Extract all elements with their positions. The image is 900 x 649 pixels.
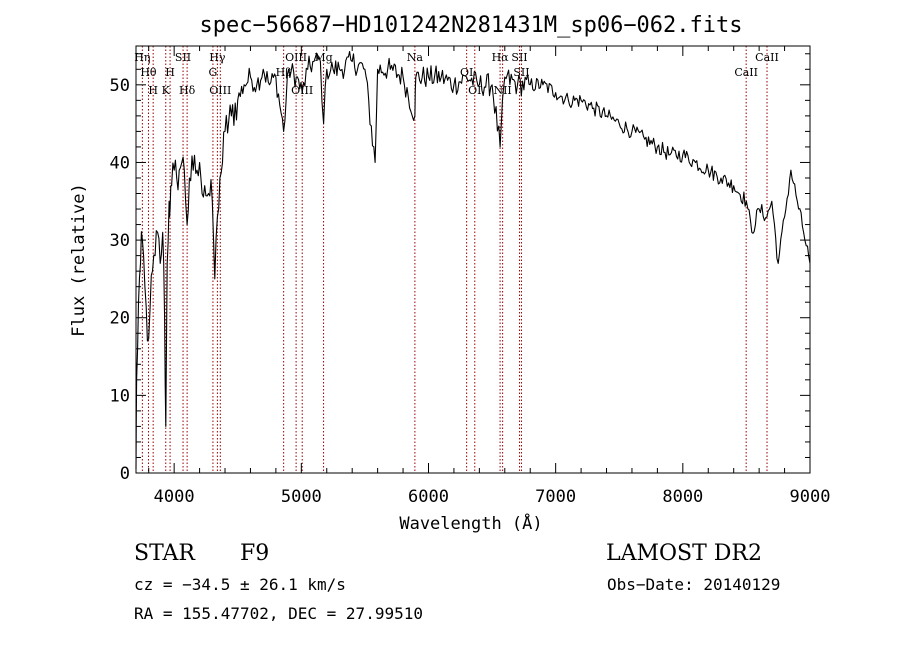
line-label-18: NII	[493, 84, 511, 97]
x-tick-label: 7000	[535, 487, 576, 507]
spectral-line-markers	[141, 46, 768, 473]
y-tick-label: 20	[110, 309, 130, 329]
object-class: STAR	[134, 541, 196, 566]
line-label-14: Na	[407, 51, 424, 64]
plot-frame	[135, 45, 811, 474]
x-tick-label: 8000	[662, 487, 703, 507]
chart-title: spec−56687−HD101242N281431M_sp06−062.fit…	[199, 13, 742, 38]
line-label-11: OIII	[285, 51, 307, 64]
x-tick-label: 6000	[408, 487, 449, 507]
redshift-readout: cz = −34.5 ± 26.1 km/s	[134, 575, 346, 594]
x-tick-label: 9000	[790, 487, 831, 507]
line-label-17: Hα	[492, 51, 510, 64]
y-tick-label: 10	[110, 386, 130, 406]
coordinates: RA = 155.47702, DEC = 27.99510	[134, 604, 423, 623]
line-label-6: Hδ	[179, 84, 196, 97]
spectrum-line	[135, 50, 811, 470]
line-label-8: Hγ	[209, 51, 226, 64]
x-axis: 4000 5000 6000 7000 8000 9000	[148, 46, 831, 507]
line-label-21: CaII	[734, 66, 758, 79]
line-label-5: SII	[175, 51, 191, 64]
line-label-3: K	[162, 84, 171, 97]
y-tick-label: 50	[110, 76, 130, 96]
obs-date: Obs−Date: 20140129	[607, 575, 780, 594]
line-label-19: SII	[511, 51, 527, 64]
line-label-0: Hη	[134, 51, 150, 64]
line-label-13: Mg	[314, 51, 332, 64]
y-tick-label: 30	[110, 231, 130, 251]
x-axis-label: Wavelength (Å)	[399, 512, 542, 534]
line-label-16: OI	[468, 84, 481, 97]
y-axis: 0 10 20 30 40 50	[110, 53, 810, 484]
line-label-20: SII	[513, 66, 529, 79]
line-label-9: OIII	[209, 84, 231, 97]
line-label-7: G	[209, 66, 218, 79]
line-label-22: CaII	[755, 51, 779, 64]
y-axis-label: Flux (relative)	[69, 183, 89, 337]
x-tick-label: 4000	[154, 487, 195, 507]
line-label-2: H	[148, 84, 158, 97]
object-subclass: F9	[240, 541, 269, 566]
survey-name: LAMOST DR2	[606, 541, 762, 566]
y-tick-label: 40	[110, 153, 130, 173]
line-label-1: Hθ	[140, 66, 157, 79]
x-tick-label: 5000	[281, 487, 322, 507]
line-label-4: H	[165, 66, 175, 79]
y-tick-label: 0	[120, 464, 130, 484]
